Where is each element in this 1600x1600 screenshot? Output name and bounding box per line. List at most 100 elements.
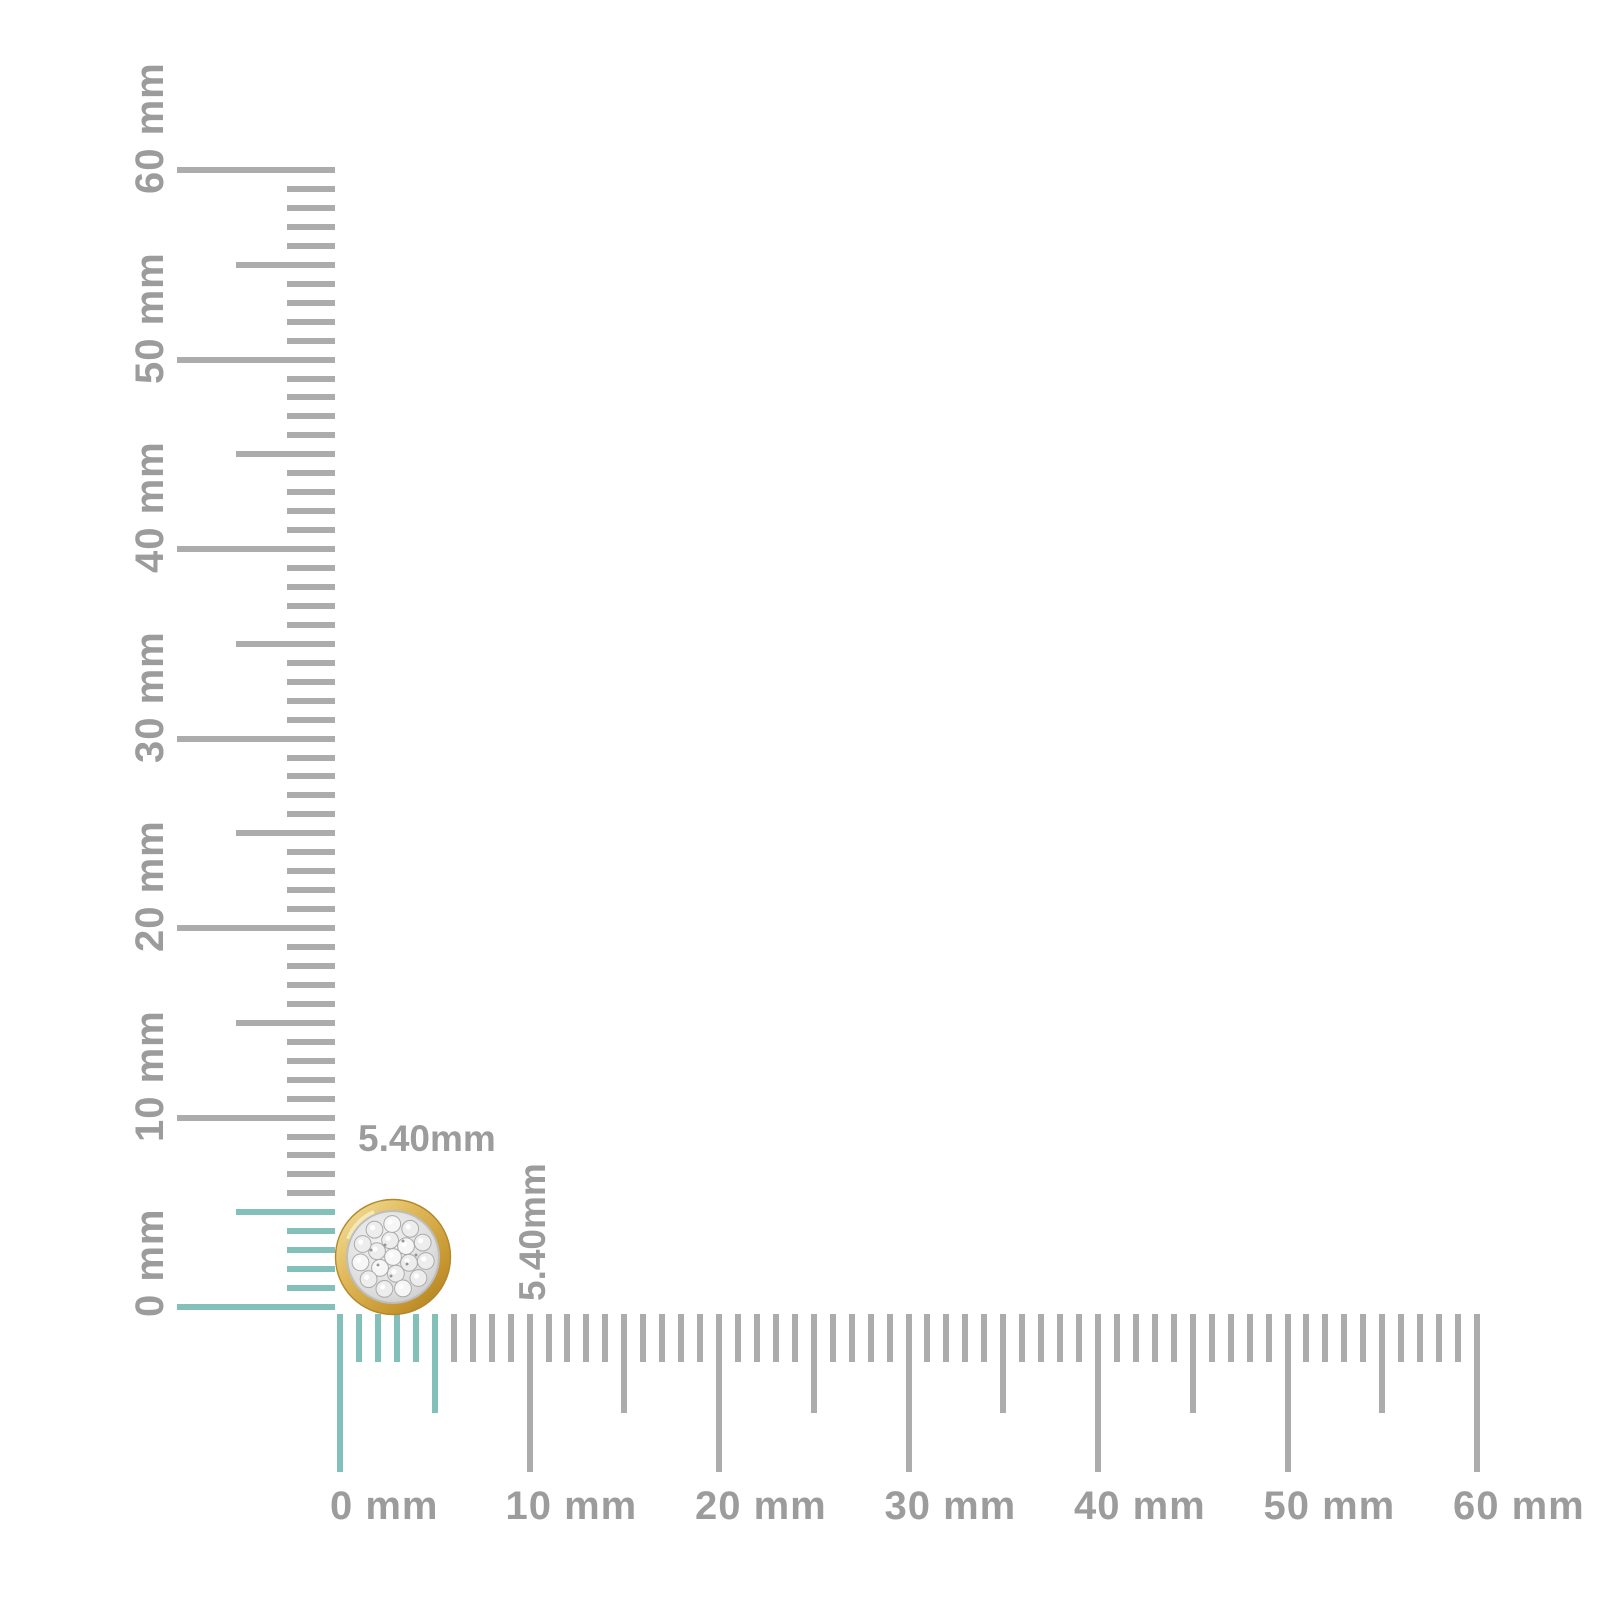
h-ruler-tick-39mm (1076, 1314, 1082, 1362)
v-ruler-tick-30mm (177, 735, 335, 742)
v-ruler-tick-36mm (287, 621, 335, 628)
h-ruler-tick-33mm (962, 1314, 969, 1362)
h-ruler-tick-13mm (583, 1314, 590, 1362)
v-ruler-label-20mm: 20 mm (128, 820, 172, 952)
h-ruler-tick-45mm (1189, 1314, 1196, 1413)
v-ruler-tick-13mm (287, 1057, 335, 1064)
v-ruler-tick-38mm (287, 583, 335, 590)
v-ruler-tick-0mm (177, 1304, 335, 1310)
h-ruler-tick-3mm (393, 1314, 400, 1362)
h-ruler-tick-22mm (753, 1314, 760, 1362)
h-ruler-tick-35mm (1000, 1314, 1007, 1413)
h-ruler-tick-54mm (1360, 1314, 1367, 1362)
h-ruler-tick-57mm (1417, 1314, 1424, 1362)
h-ruler-tick-60mm (1474, 1314, 1480, 1472)
v-ruler-tick-54mm (287, 280, 335, 287)
h-ruler-tick-11mm (545, 1314, 552, 1362)
v-ruler-tick-51mm (287, 337, 335, 344)
v-ruler-tick-25mm (236, 830, 335, 837)
h-ruler-tick-12mm (564, 1314, 571, 1362)
h-ruler-tick-34mm (981, 1314, 988, 1362)
v-ruler-tick-32mm (287, 697, 335, 704)
v-ruler-tick-41mm (287, 527, 335, 534)
v-ruler-tick-22mm (287, 887, 335, 894)
v-ruler-tick-33mm (287, 678, 335, 685)
h-ruler-tick-32mm (943, 1314, 950, 1362)
v-ruler-label-60mm: 60 mm (128, 62, 172, 194)
v-ruler-tick-58mm (287, 204, 335, 211)
h-ruler-tick-16mm (640, 1314, 647, 1362)
v-ruler-label-50mm: 50 mm (128, 251, 172, 384)
h-ruler-tick-17mm (659, 1314, 666, 1362)
v-ruler-tick-29mm (287, 754, 335, 761)
v-ruler-tick-23mm (287, 868, 335, 875)
h-ruler-tick-20mm (716, 1314, 722, 1472)
h-ruler-tick-18mm (678, 1314, 685, 1362)
h-ruler-tick-15mm (621, 1314, 628, 1413)
h-ruler-tick-10mm (526, 1314, 533, 1472)
h-ruler-label-40mm: 40 mm (1074, 1484, 1206, 1528)
product-photo-diamond-stud (334, 1198, 452, 1316)
h-ruler-tick-37mm (1038, 1314, 1045, 1362)
v-ruler-tick-20mm (177, 925, 335, 931)
v-ruler-tick-49mm (287, 375, 335, 382)
h-ruler-tick-51mm (1303, 1314, 1310, 1362)
v-ruler-tick-26mm (287, 811, 335, 818)
h-ruler-tick-58mm (1436, 1314, 1443, 1362)
v-ruler-tick-48mm (287, 394, 335, 401)
v-ruler-tick-39mm (287, 565, 335, 571)
h-ruler-tick-41mm (1113, 1314, 1120, 1362)
v-ruler-tick-14mm (287, 1038, 335, 1045)
v-ruler-tick-53mm (287, 299, 335, 306)
h-ruler-tick-44mm (1170, 1314, 1177, 1362)
h-ruler-tick-43mm (1151, 1314, 1158, 1362)
v-ruler-tick-52mm (287, 318, 335, 325)
h-ruler-tick-9mm (507, 1314, 514, 1362)
v-ruler-tick-46mm (287, 432, 335, 439)
h-ruler-tick-28mm (867, 1314, 874, 1362)
v-ruler-tick-12mm (287, 1076, 335, 1083)
v-ruler-tick-42mm (287, 508, 335, 515)
v-ruler-tick-9mm (287, 1133, 335, 1140)
h-ruler-tick-0mm (337, 1314, 343, 1472)
h-ruler-tick-59mm (1455, 1314, 1461, 1362)
h-ruler-label-50mm: 50 mm (1263, 1484, 1396, 1528)
v-ruler-tick-6mm (287, 1190, 335, 1197)
v-ruler-tick-10mm (177, 1114, 335, 1121)
h-ruler-tick-42mm (1132, 1314, 1139, 1362)
h-ruler-tick-24mm (791, 1314, 798, 1362)
h-ruler-tick-7mm (469, 1314, 476, 1362)
h-ruler-tick-14mm (602, 1314, 609, 1362)
v-ruler-label-30mm: 30 mm (128, 630, 172, 763)
h-ruler-tick-1mm (355, 1314, 362, 1362)
v-ruler-tick-31mm (287, 716, 335, 723)
v-ruler-tick-21mm (287, 906, 335, 912)
h-ruler-tick-50mm (1284, 1314, 1291, 1472)
v-ruler-tick-3mm (287, 1247, 335, 1254)
h-ruler-tick-49mm (1265, 1314, 1272, 1362)
h-ruler-tick-5mm (431, 1314, 438, 1413)
h-ruler-tick-26mm (829, 1314, 836, 1362)
h-ruler-tick-36mm (1019, 1314, 1026, 1362)
v-ruler-tick-28mm (287, 773, 335, 780)
v-ruler-tick-17mm (287, 981, 335, 988)
v-ruler-tick-5mm (236, 1209, 335, 1216)
v-ruler-tick-16mm (287, 1000, 335, 1007)
v-ruler-tick-8mm (287, 1152, 335, 1159)
h-ruler-tick-4mm (412, 1314, 419, 1362)
v-ruler-tick-18mm (287, 962, 335, 969)
v-ruler-tick-55mm (236, 261, 335, 268)
h-ruler-tick-47mm (1227, 1314, 1234, 1362)
h-ruler-label-0mm: 0 mm (330, 1484, 439, 1528)
v-ruler-tick-35mm (236, 640, 335, 647)
v-ruler-tick-24mm (287, 849, 335, 856)
bezel-highlight (346, 1210, 375, 1240)
pave-diamonds (351, 1215, 435, 1298)
v-ruler-tick-59mm (287, 186, 335, 192)
v-ruler-label-40mm: 40 mm (128, 441, 172, 573)
v-ruler-tick-37mm (287, 602, 335, 609)
h-ruler-label-30mm: 30 mm (884, 1484, 1017, 1528)
h-ruler-tick-48mm (1246, 1314, 1253, 1362)
height-measurement-label: 5.40mm (512, 1163, 553, 1301)
